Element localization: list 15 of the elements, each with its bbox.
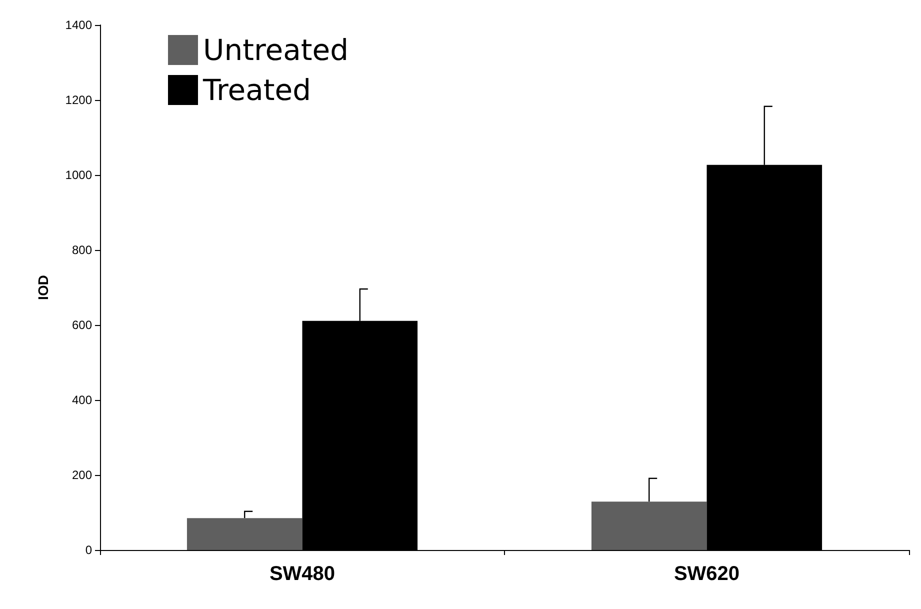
y-tick-label: 200 [72, 468, 92, 482]
x-tick-label: SW480 [269, 563, 336, 585]
legend-label: Untreated [203, 33, 348, 67]
bar [186, 518, 302, 550]
y-tick-label: 400 [72, 393, 92, 407]
y-tick-label: 1200 [65, 93, 92, 107]
y-tick-label: 1000 [65, 168, 92, 182]
legend-label: Treated [202, 73, 311, 107]
x-tick-label: SW620 [674, 563, 740, 585]
bar [591, 502, 707, 550]
y-axis-title: IOD [35, 275, 51, 300]
y-tick-label: 800 [72, 243, 92, 257]
y-tick-label: 1400 [65, 18, 92, 32]
y-tick-label: 0 [85, 543, 92, 557]
y-tick-label: 600 [72, 318, 92, 332]
